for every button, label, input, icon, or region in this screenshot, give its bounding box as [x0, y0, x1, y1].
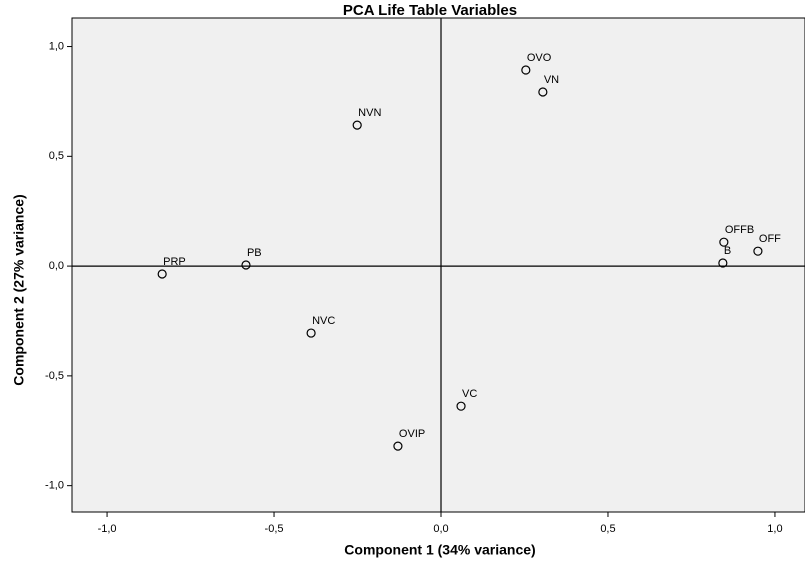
x-tick-label: -0,5: [265, 523, 284, 535]
x-tick-label: -1,0: [98, 523, 117, 535]
point: [393, 441, 403, 451]
point-label: OVO: [527, 52, 552, 64]
x-tick-label: 1,0: [767, 523, 782, 535]
point-label: NVN: [358, 107, 381, 119]
point: [521, 65, 531, 75]
point: [719, 237, 729, 247]
point-label: PB: [247, 247, 262, 259]
y-tick-label: -0,5: [45, 370, 64, 382]
plot-area: [71, 17, 805, 513]
point-label: PRP: [163, 256, 186, 268]
y-tick-label: 0,5: [49, 150, 64, 162]
y-tick-label: 1,0: [49, 40, 64, 52]
y-axis-label: Component 2 (27% variance): [11, 194, 27, 385]
point-label: NVC: [312, 315, 335, 327]
x-tick-label: 0,5: [600, 523, 615, 535]
x-axis-label: Component 1 (34% variance): [344, 542, 535, 558]
point: [352, 120, 362, 130]
point: [241, 260, 251, 270]
point-label: OFFB: [725, 224, 754, 236]
y-tick-label: 0,0: [49, 260, 64, 272]
point: [456, 401, 466, 411]
point-label: B: [724, 245, 731, 257]
point-label: VN: [544, 74, 559, 86]
point-label: VC: [462, 388, 477, 400]
y-tick-label: -1,0: [45, 480, 64, 492]
x-tick-label: 0,0: [433, 523, 448, 535]
point: [157, 269, 167, 279]
point: [718, 258, 728, 268]
point: [538, 87, 548, 97]
point-label: OFF: [759, 233, 781, 245]
chart-title: PCA Life Table Variables: [343, 2, 517, 19]
point: [306, 328, 316, 338]
point: [753, 246, 763, 256]
point-label: OVIP: [399, 428, 425, 440]
